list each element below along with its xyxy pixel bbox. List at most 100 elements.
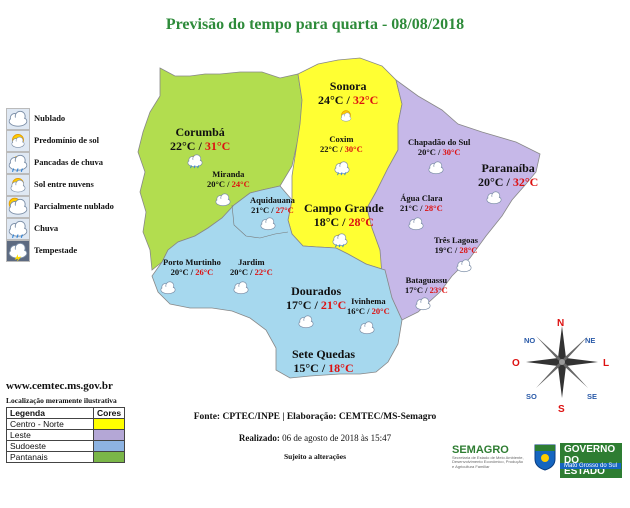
city-name: Campo Grande: [304, 201, 384, 215]
temp-min: 20°C: [417, 146, 436, 157]
cloudy-icon: [359, 321, 375, 335]
temp-min: 15°C: [293, 360, 319, 375]
cloudy-icon: [215, 193, 231, 207]
temp-max: 21°C: [320, 297, 347, 312]
website-link[interactable]: www.cemtec.ms.gov.br: [6, 380, 113, 392]
compass-o: O: [512, 358, 520, 369]
cloudy-icon: [233, 281, 249, 295]
temp-max: 18°C: [328, 360, 354, 375]
city-name: Água Clara: [400, 193, 443, 203]
compass-no: NO: [524, 336, 536, 345]
region-swatch: [92, 429, 126, 441]
temp-min: 18°C: [313, 214, 340, 229]
city-coxim[interactable]: Coxim 22°C / 30°C: [320, 134, 363, 154]
compass-so: SO: [526, 392, 537, 401]
city-porto-murtinho[interactable]: Porto Murtinho 20°C / 26°C: [163, 257, 221, 277]
temp-max: 23°C: [429, 284, 448, 295]
city-name: Paranaíba: [481, 161, 535, 175]
government-subtitle: Mato Grosso do Sul: [560, 463, 622, 469]
temp-max: 20°C: [371, 305, 390, 316]
issued-label: Realizado:: [238, 433, 280, 443]
region-leste[interactable]: [366, 79, 541, 321]
city-tres-lagoas[interactable]: Três Lagoas 19°C / 28°C: [434, 235, 478, 255]
temp-max: 26°C: [195, 266, 214, 277]
cloudy-icon: [260, 217, 276, 231]
city-dourados[interactable]: Dourados 17°C / 21°C: [286, 284, 347, 312]
city-name: Sonora: [329, 79, 367, 93]
legend-item-storm: Tempestade: [6, 240, 146, 262]
temp-min: 16°C: [347, 305, 366, 316]
compass-n: N: [557, 318, 565, 329]
city-paranaiba[interactable]: Paranaíba 20°C / 32°C: [478, 161, 539, 189]
compass-rose-icon: [526, 326, 598, 398]
table-row: Sudoeste: [6, 440, 126, 452]
rain-showers-icon: [6, 152, 30, 174]
temp-max: 32°C: [352, 92, 379, 107]
sun-icon: [6, 130, 30, 152]
cloudy-icon: [415, 297, 431, 311]
compass-s: S: [558, 404, 565, 415]
city-ivinhema[interactable]: Ivinhema 16°C / 20°C: [347, 296, 390, 316]
temp-min: 20°C: [170, 266, 189, 277]
city-name: Dourados: [291, 284, 342, 298]
city-agua-clara[interactable]: Água Clara 21°C / 28°C: [400, 193, 443, 213]
city-jardim[interactable]: Jardim 20°C / 22°C: [230, 257, 273, 277]
legend-label: Parcialmente nublado: [34, 201, 114, 211]
city-name: Bataguassu: [405, 275, 448, 285]
temp-max: 32°C: [512, 174, 539, 189]
temp-min: 20°C: [230, 266, 249, 277]
storm-icon: [6, 240, 30, 262]
temp-max: 24°C: [231, 178, 250, 189]
table-row: Leste: [6, 429, 126, 441]
legend-label: Chuva: [34, 223, 59, 233]
city-bataguassu[interactable]: Bataguassu 17°C / 23°C: [405, 275, 448, 295]
temp-min: 20°C: [207, 178, 226, 189]
legend-item-rain: Chuva: [6, 218, 146, 240]
rain-showers-icon: [332, 233, 348, 248]
temp-min: 21°C: [251, 204, 270, 215]
cloudy-icon: [298, 315, 314, 329]
city-name: Sete Quedas: [292, 347, 355, 361]
city-sete-quedas[interactable]: Sete Quedas 15°C / 18°C: [292, 347, 355, 375]
city-chapadao-do-sul[interactable]: Chapadão do Sul 20°C / 30°C: [408, 137, 471, 157]
temp-min: 21°C: [400, 202, 419, 213]
city-corumba[interactable]: Corumbá 22°C / 31°C: [170, 125, 231, 153]
rain-showers-icon: [334, 161, 350, 176]
temp-min: 17°C: [405, 284, 424, 295]
page-title: Previsão do tempo para quarta - 08/08/20…: [165, 16, 465, 33]
legend-label: Predomínio de sol: [34, 135, 100, 145]
partly-cloudy-icon: [6, 196, 30, 218]
legend-item-rain-showers: Pancadas de chuva: [6, 152, 146, 174]
temp-max: 31°C: [204, 138, 231, 153]
temp-max: 27°C: [275, 204, 294, 215]
city-miranda[interactable]: Miranda 20°C / 24°C: [207, 169, 250, 189]
temp-max: 30°C: [442, 146, 461, 157]
header-color: Cores: [92, 407, 126, 419]
issued-text: Realizado: 06 de agosto de 2018 às 15:47: [0, 433, 630, 443]
city-name: Coxim: [329, 134, 354, 144]
city-name: Chapadão do Sul: [408, 137, 471, 147]
cloudy-icon: [486, 191, 502, 205]
temp-min: 19°C: [434, 244, 453, 255]
city-name: Três Lagoas: [434, 235, 478, 245]
temp-min: 20°C: [478, 174, 504, 189]
legend-label: Tempestade: [34, 245, 78, 255]
region-sudoeste[interactable]: [151, 185, 403, 379]
compass-l: L: [603, 358, 610, 369]
issued-value: 06 de agosto de 2018 às 15:47: [282, 433, 392, 443]
subject-note: Sujeito a alterações: [283, 452, 347, 461]
source-text: Fonte: CPTEC/INPE | Elaboração: CEMTEC/M…: [193, 412, 437, 422]
temp-max: 22°C: [254, 266, 273, 277]
temp-max: 28°C: [459, 244, 478, 255]
legend-label: Pancadas de chuva: [34, 157, 103, 167]
sun-icon: [340, 110, 352, 122]
city-sonora[interactable]: Sonora 24°C / 32°C: [318, 79, 379, 107]
legend-item-sun-clouds: Sol entre nuvens: [6, 174, 146, 196]
legend-item-cloudy: Nublado: [6, 108, 146, 130]
cloudy-icon: [456, 259, 472, 273]
temp-max: 30°C: [344, 143, 363, 154]
city-name: Aquidauana: [250, 195, 295, 205]
city-aquidauana[interactable]: Aquidauana 21°C / 27°C: [250, 195, 295, 215]
city-campo-grande[interactable]: Campo Grande 18°C / 28°C: [304, 201, 384, 229]
temp-min: 22°C: [320, 143, 339, 154]
